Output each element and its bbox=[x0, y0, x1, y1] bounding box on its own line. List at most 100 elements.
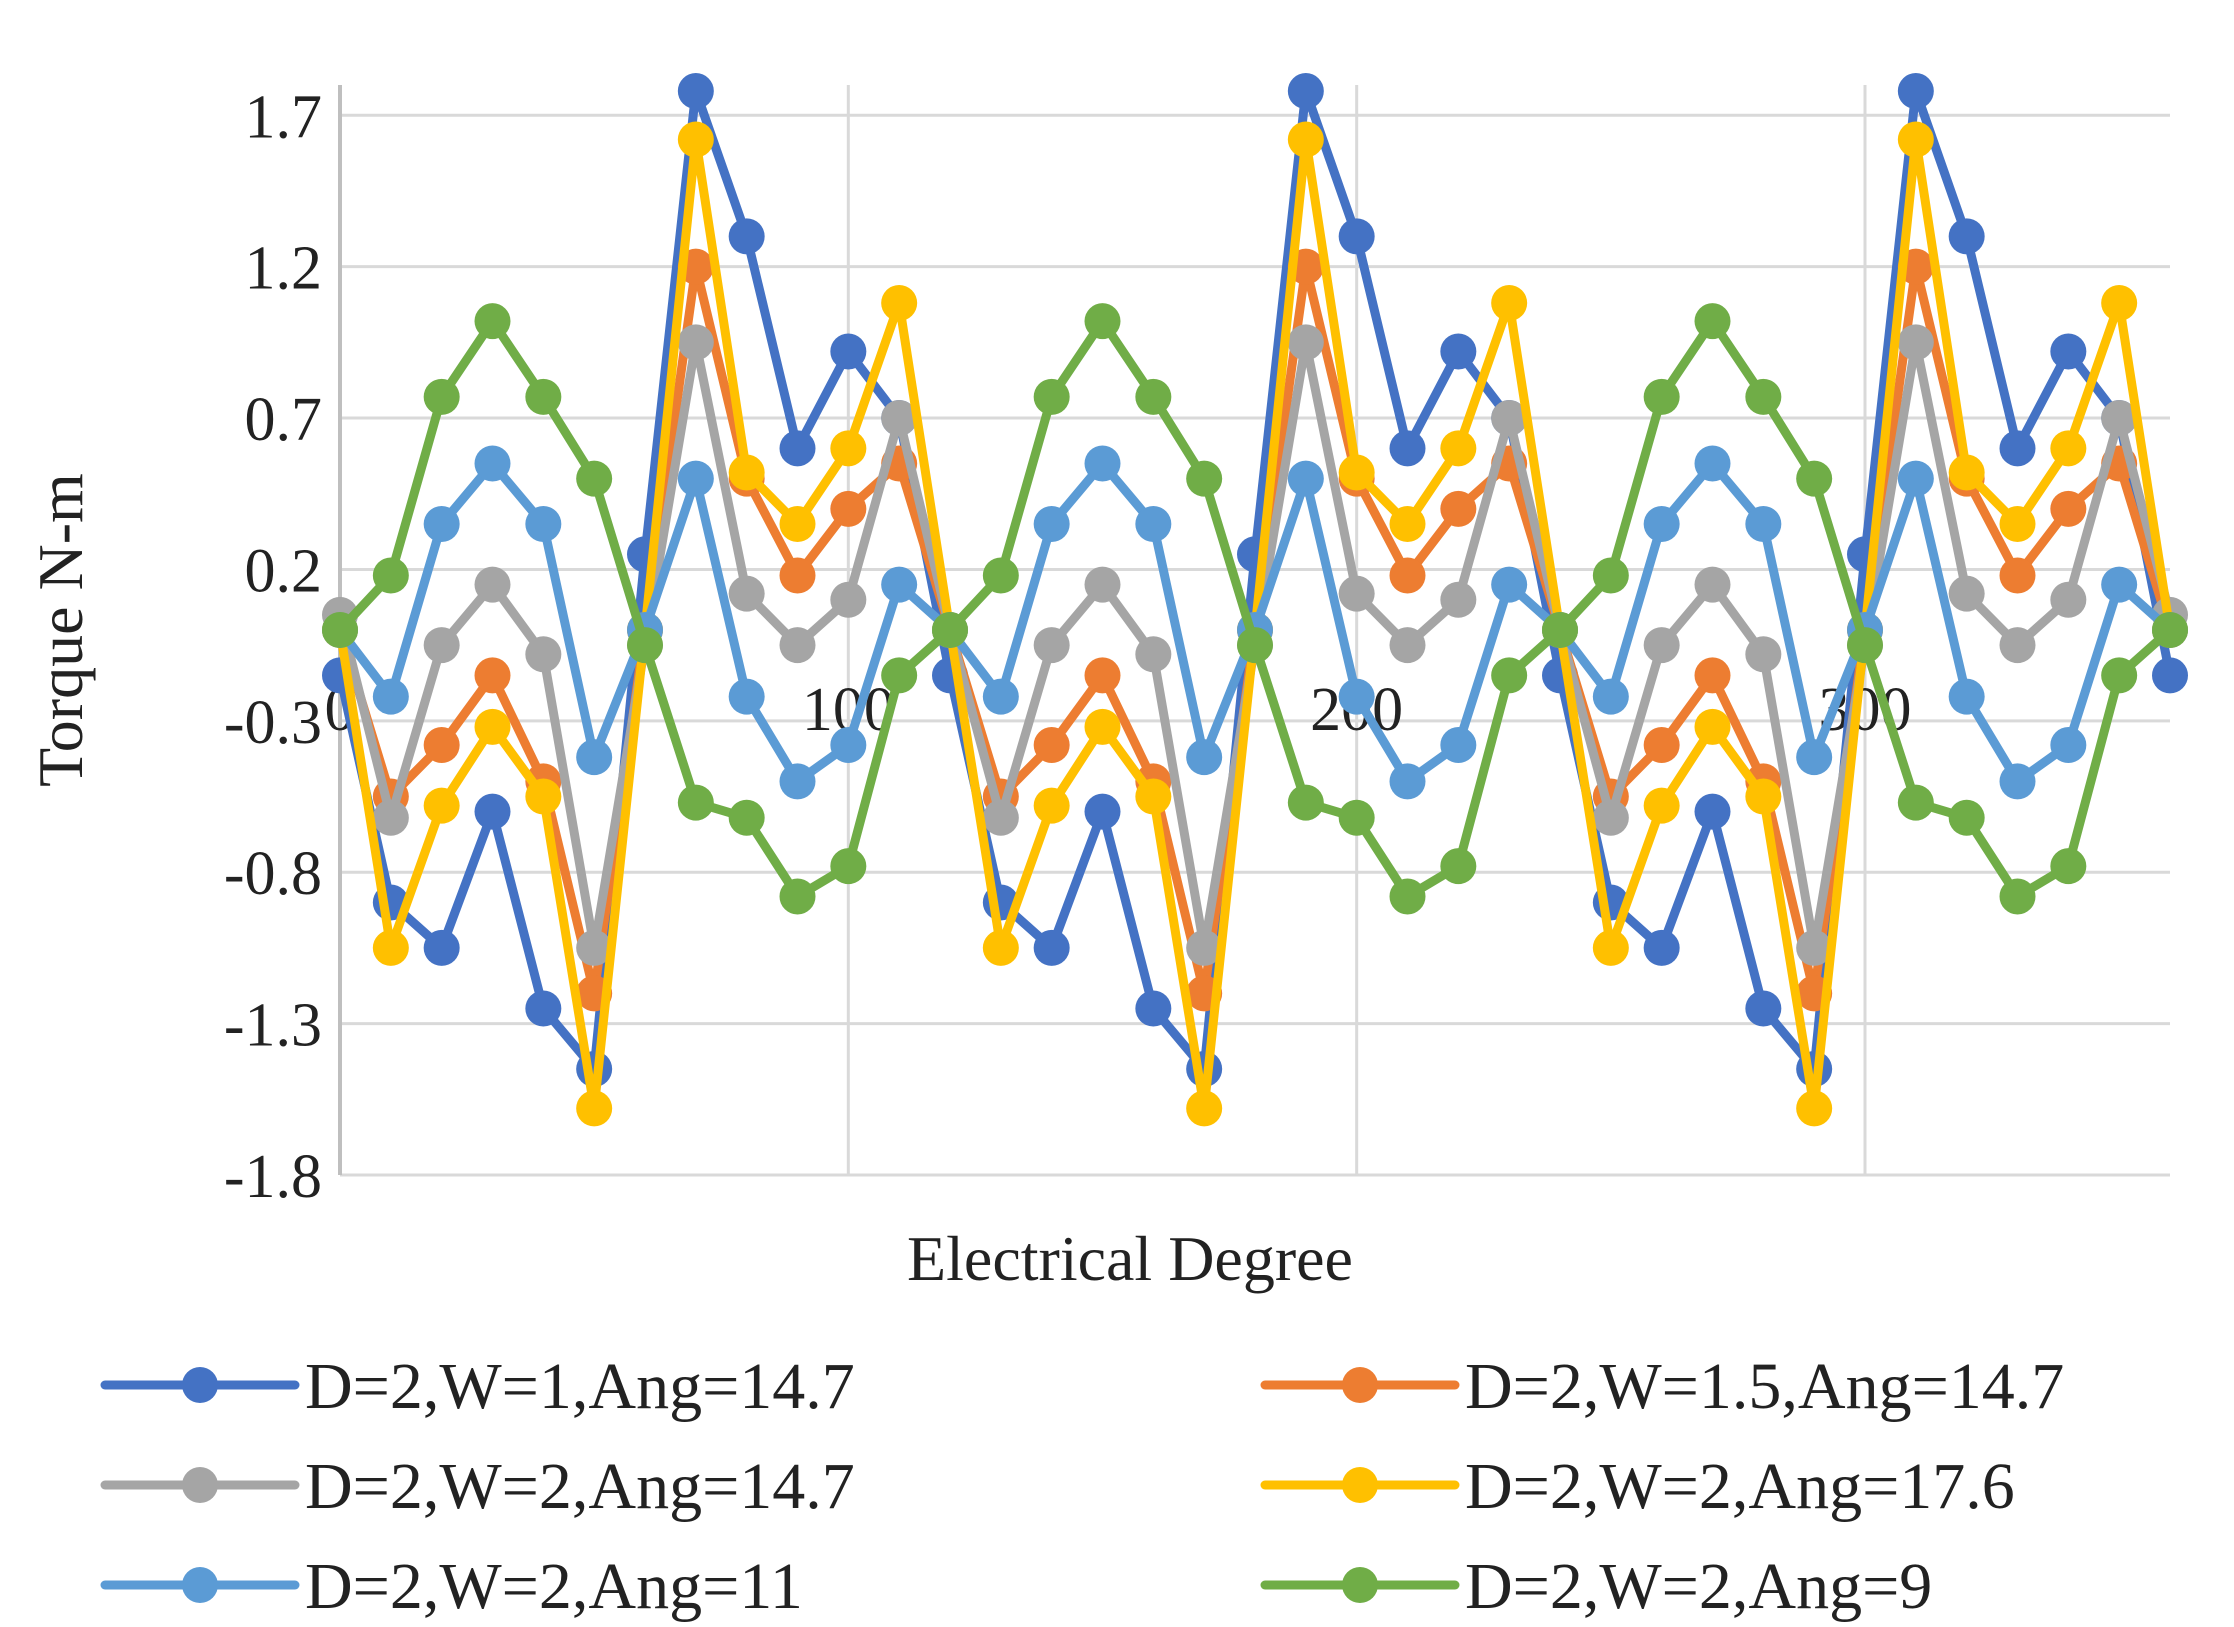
y-tick-label: -0.3 bbox=[224, 689, 322, 757]
data-point bbox=[1440, 581, 1477, 618]
y-tick-label: -0.8 bbox=[224, 840, 322, 908]
data-point bbox=[1033, 378, 1070, 415]
data-point bbox=[1389, 763, 1426, 800]
data-point bbox=[1999, 627, 2036, 664]
data-point bbox=[1592, 557, 1629, 594]
data-point bbox=[1694, 445, 1731, 482]
legend-label: D=2,W=2,Ang=17.6 bbox=[1465, 1450, 2015, 1523]
data-point bbox=[1897, 784, 1934, 821]
legend-label: D=2,W=2,Ang=14.7 bbox=[305, 1450, 855, 1523]
data-point bbox=[1897, 460, 1934, 497]
data-point bbox=[1338, 575, 1375, 612]
data-point bbox=[1338, 678, 1375, 715]
legend-label: D=2,W=2,Ang=11 bbox=[305, 1550, 803, 1623]
data-point bbox=[881, 285, 918, 321]
data-point bbox=[1033, 627, 1070, 664]
data-point bbox=[474, 793, 511, 830]
data-point bbox=[1440, 490, 1477, 527]
data-point bbox=[1389, 878, 1426, 915]
data-point bbox=[1084, 566, 1121, 603]
data-point bbox=[372, 557, 409, 594]
y-tick-label: 1.2 bbox=[245, 235, 323, 303]
data-point bbox=[1440, 333, 1477, 370]
data-point bbox=[779, 430, 816, 467]
data-point bbox=[2050, 490, 2087, 527]
data-point bbox=[1186, 1090, 1223, 1127]
data-point bbox=[1440, 848, 1477, 885]
data-point bbox=[1186, 929, 1223, 966]
data-point bbox=[830, 490, 867, 527]
data-point bbox=[423, 727, 460, 764]
data-point bbox=[474, 657, 511, 694]
data-point bbox=[1999, 506, 2036, 543]
legend-label: D=2,W=2,Ang=9 bbox=[1465, 1550, 1932, 1623]
data-point bbox=[1287, 784, 1324, 821]
legend-item: D=2,W=2,Ang=11 bbox=[100, 1550, 803, 1623]
legend-label: D=2,W=1,Ang=14.7 bbox=[305, 1350, 855, 1423]
data-point bbox=[1389, 430, 1426, 467]
data-point bbox=[525, 778, 562, 815]
data-point bbox=[1389, 506, 1426, 543]
data-point bbox=[779, 557, 816, 594]
y-axis-title: Torque N-m bbox=[25, 473, 96, 787]
legend-item: D=2,W=1,Ang=14.7 bbox=[100, 1350, 855, 1423]
data-point bbox=[627, 627, 663, 664]
data-point bbox=[1745, 990, 1782, 1027]
data-point bbox=[1796, 929, 1833, 966]
data-point bbox=[1440, 727, 1477, 764]
data-point bbox=[1084, 793, 1121, 830]
data-point bbox=[576, 1090, 613, 1127]
data-point bbox=[728, 799, 765, 836]
data-point bbox=[1694, 793, 1731, 830]
data-point bbox=[423, 378, 460, 415]
data-point bbox=[1287, 324, 1324, 361]
data-point bbox=[1694, 657, 1731, 694]
data-point bbox=[1135, 778, 1172, 815]
data-point bbox=[1592, 929, 1629, 966]
data-point bbox=[728, 575, 765, 612]
data-point bbox=[1135, 990, 1172, 1027]
data-point bbox=[982, 557, 1019, 594]
data-point bbox=[1338, 454, 1375, 491]
legend: D=2,W=1,Ang=14.7 D=2,W=1.5,Ang=14.7 D=2,W=… bbox=[100, 1350, 2064, 1623]
data-point bbox=[1237, 627, 1273, 664]
legend-label: D=2,W=1.5,Ang=14.7 bbox=[1465, 1350, 2064, 1423]
data-point bbox=[1643, 627, 1680, 664]
data-point bbox=[2050, 333, 2087, 370]
data-point bbox=[1135, 636, 1172, 673]
data-point bbox=[474, 566, 511, 603]
data-point bbox=[1999, 430, 2036, 467]
data-point bbox=[1745, 378, 1782, 415]
series-6 bbox=[322, 303, 2188, 915]
data-point bbox=[2152, 657, 2188, 694]
data-point bbox=[932, 612, 968, 648]
data-point bbox=[1135, 378, 1172, 415]
y-tick-label: -1.3 bbox=[224, 992, 322, 1060]
data-point bbox=[1033, 506, 1070, 543]
data-point bbox=[1796, 460, 1833, 497]
data-point bbox=[1592, 678, 1629, 715]
data-point bbox=[372, 929, 409, 966]
data-point bbox=[1491, 285, 1528, 321]
data-point bbox=[1033, 787, 1070, 824]
data-point bbox=[423, 627, 460, 664]
data-point bbox=[881, 657, 918, 694]
data-point bbox=[1084, 303, 1121, 340]
data-point bbox=[1287, 73, 1324, 110]
data-point bbox=[576, 460, 613, 497]
y-tick-label: 0.7 bbox=[245, 386, 323, 454]
x-tick-labels: 0100200300 bbox=[325, 676, 1912, 744]
data-point bbox=[2050, 727, 2087, 764]
data-point bbox=[1745, 506, 1782, 543]
data-point bbox=[1948, 454, 1985, 491]
data-point bbox=[1491, 657, 1528, 694]
data-point bbox=[1694, 303, 1731, 340]
data-point bbox=[1999, 557, 2036, 594]
data-point bbox=[1745, 778, 1782, 815]
data-point bbox=[1389, 627, 1426, 664]
data-point bbox=[728, 678, 765, 715]
data-point bbox=[1643, 787, 1680, 824]
data-point bbox=[2101, 400, 2138, 437]
data-point bbox=[1796, 1090, 1833, 1127]
data-point bbox=[1948, 218, 1985, 255]
